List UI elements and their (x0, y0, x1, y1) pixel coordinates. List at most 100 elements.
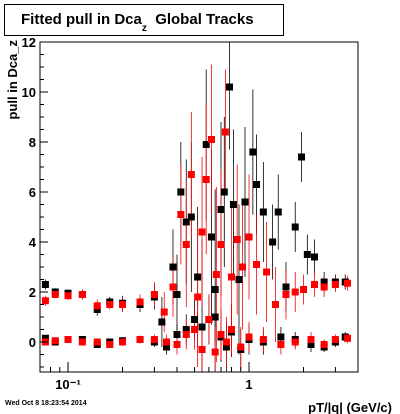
data-point-red (191, 326, 199, 333)
data-point-red (160, 308, 168, 316)
data-point-red (331, 281, 339, 288)
y-tick-label: 0 (29, 335, 36, 350)
data-point-red (51, 337, 59, 345)
data-point-black (202, 141, 210, 148)
data-point-red (320, 283, 328, 291)
data-point-black (307, 341, 315, 348)
data-point-red (217, 241, 225, 248)
data-point-red (307, 336, 315, 343)
data-point-red (277, 341, 285, 348)
data-point-black (235, 276, 243, 283)
data-point-red (320, 341, 328, 348)
chart-title-tail: Global Tracks (155, 11, 254, 28)
data-point-red (227, 326, 235, 333)
data-point-black (222, 343, 230, 351)
data-point-red (259, 336, 267, 343)
data-point-black (274, 208, 282, 216)
data-point-red (291, 288, 299, 296)
data-point-red (78, 291, 86, 298)
data-point-red (64, 292, 72, 300)
data-point-black (303, 251, 311, 258)
data-point-red (311, 281, 319, 288)
data-point-red (163, 338, 171, 346)
chart-title-box: Fitted pull in Dcaz Global Tracks (4, 4, 284, 36)
data-point-red (282, 291, 290, 298)
data-point-red (93, 302, 101, 310)
y-tick-label: 10 (22, 85, 36, 100)
data-point-black (177, 188, 185, 196)
data-point-red (119, 301, 127, 308)
data-point-black (169, 263, 177, 271)
x-axis: 10⁻¹ 1 (39, 362, 359, 392)
data-point-red (177, 211, 185, 218)
data-point-red (291, 338, 299, 346)
data-point-red (238, 263, 246, 271)
x-tick-label: 10⁻¹ (55, 377, 81, 392)
data-point-black (249, 148, 257, 156)
data-point-red (41, 297, 49, 305)
data-point-black (194, 273, 202, 281)
timestamp: Wed Oct 8 18:23:54 2014 (5, 400, 87, 407)
data-point-red (106, 341, 114, 348)
data-point-black (226, 83, 234, 91)
data-point-red (263, 268, 271, 276)
x-tick-label: 1 (245, 377, 252, 392)
data-point-black (282, 283, 290, 291)
data-point-red (150, 291, 158, 298)
data-point-red (93, 338, 101, 346)
data-point-red (271, 301, 279, 308)
data-point-black (93, 306, 101, 313)
data-point-black (187, 213, 195, 221)
data-point-red (222, 338, 230, 346)
data-point-black (173, 291, 181, 298)
data-point-red (136, 298, 144, 306)
data-markers (41, 83, 352, 356)
chart-title-main: Fitted pull in Dca (21, 11, 142, 28)
data-point-black (241, 198, 249, 206)
data-point-black (191, 316, 199, 323)
data-point-black (207, 233, 215, 241)
y-tick-label: 8 (29, 135, 36, 150)
y-tick-label: 2 (29, 285, 36, 300)
data-point-red (119, 338, 127, 346)
data-point-black (277, 333, 285, 341)
data-point-red (344, 334, 352, 342)
data-point-black (291, 223, 299, 231)
data-point-red (173, 341, 181, 348)
data-point-red (245, 233, 253, 241)
data-point-black (182, 218, 190, 226)
data-point-red (221, 128, 229, 136)
data-point-red (331, 336, 339, 343)
data-point-black (217, 206, 225, 213)
plot-frame (39, 41, 359, 373)
data-point-black (320, 278, 328, 286)
data-point-red (187, 171, 195, 178)
chart-title-subscript: z (141, 23, 147, 34)
y-tick-label: 6 (29, 185, 36, 200)
data-point-black (220, 188, 228, 196)
data-point-black (259, 208, 267, 216)
data-point-red (78, 338, 86, 346)
data-point-red (205, 316, 213, 323)
data-point-black (269, 238, 277, 246)
data-point-black (211, 286, 219, 293)
data-point-black (158, 318, 166, 326)
data-point-red (300, 286, 308, 293)
data-point-red (227, 273, 235, 281)
data-point-black (182, 326, 190, 333)
data-point-red (211, 348, 219, 356)
data-point-red (182, 331, 190, 338)
data-point-red (150, 336, 158, 343)
y-tick-label: 4 (29, 235, 37, 250)
data-point-red (64, 336, 72, 343)
data-point-red (182, 241, 190, 248)
data-point-black (311, 253, 319, 261)
data-point-red (194, 293, 202, 301)
data-point-red (344, 279, 352, 287)
data-point-red (237, 343, 245, 351)
data-point-red (253, 261, 261, 268)
data-point-red (233, 236, 241, 243)
data-point-red (212, 271, 220, 278)
x-axis-label: pT/|q| (GeV/c) (308, 400, 392, 414)
data-point-black (211, 313, 219, 321)
